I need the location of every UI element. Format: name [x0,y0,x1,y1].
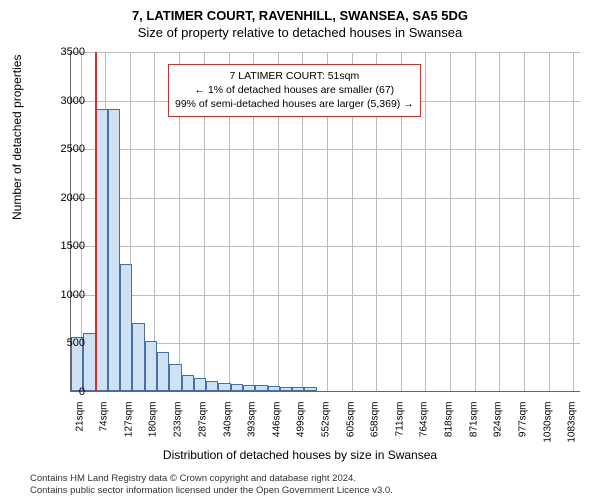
histogram-bar [145,341,157,392]
histogram-bar [194,378,206,391]
x-tick-label: 924sqm [493,402,504,452]
gridline-h [71,295,580,296]
histogram-bar [182,375,194,392]
y-tick-label: 2000 [45,192,85,204]
gridline-h [71,52,580,53]
y-axis-label: Number of detached properties [10,55,24,220]
x-tick-label: 871sqm [468,402,479,452]
histogram-bar [157,352,169,391]
gridline-h [71,149,580,150]
x-tick-label: 977sqm [517,402,528,452]
histogram-bar [206,381,218,391]
x-tick-label: 1030sqm [542,402,553,452]
y-tick-label: 1000 [45,289,85,301]
annotation-box: 7 LATIMER COURT: 51sqm← 1% of detached h… [168,64,421,117]
x-tick-label: 233sqm [173,402,184,452]
annotation-line: ← 1% of detached houses are smaller (67) [175,83,414,97]
gridline-v [549,52,550,391]
y-tick-label: 500 [45,337,85,349]
annotation-line: 99% of semi-detached houses are larger (… [175,97,414,111]
histogram-bar [268,386,280,391]
y-tick-label: 1500 [45,240,85,252]
x-tick-label: 287sqm [198,402,209,452]
histogram-bar [120,264,132,391]
x-tick-label: 446sqm [271,402,282,452]
x-tick-label: 340sqm [222,402,233,452]
histogram-bar [132,323,144,391]
y-tick-label: 2500 [45,143,85,155]
histogram-bar [96,109,108,391]
annotation-line: 7 LATIMER COURT: 51sqm [175,69,414,83]
gridline-v [573,52,574,391]
y-tick-label: 3500 [45,46,85,58]
x-tick-label: 605sqm [345,402,356,452]
gridline-v [475,52,476,391]
histogram-bar [280,387,292,391]
footer-line-1: Contains HM Land Registry data © Crown c… [30,473,590,484]
histogram-bar [292,387,304,391]
gridline-h [71,198,580,199]
gridline-v [499,52,500,391]
gridline-v [450,52,451,391]
x-tick-label: 21sqm [74,402,85,452]
histogram-bar [169,364,181,391]
footer-attribution: Contains HM Land Registry data © Crown c… [30,473,590,496]
histogram-bar [243,385,255,391]
histogram-bar [231,384,243,391]
chart-title-sub: Size of property relative to detached ho… [0,23,600,40]
gridline-v [425,52,426,391]
plot-area-wrap: 7 LATIMER COURT: 51sqm← 1% of detached h… [70,52,580,392]
x-tick-label: 1083sqm [567,402,578,452]
histogram-bar [255,385,267,391]
x-tick-label: 499sqm [296,402,307,452]
x-tick-label: 127sqm [123,402,134,452]
x-tick-label: 818sqm [444,402,455,452]
x-tick-label: 74sqm [99,402,110,452]
x-tick-label: 393sqm [247,402,258,452]
x-tick-label: 658sqm [370,402,381,452]
histogram-bar [108,109,120,391]
histogram-bar [218,383,230,391]
histogram-bar [304,387,316,391]
x-tick-label: 764sqm [419,402,430,452]
y-tick-label: 0 [45,386,85,398]
y-tick-label: 3000 [45,95,85,107]
gridline-v [524,52,525,391]
chart-container: 7, LATIMER COURT, RAVENHILL, SWANSEA, SA… [0,0,600,500]
x-tick-label: 552sqm [320,402,331,452]
gridline-h [71,246,580,247]
x-tick-label: 711sqm [394,402,405,452]
property-marker-line [95,52,97,391]
footer-line-2: Contains public sector information licen… [30,485,590,496]
x-tick-label: 180sqm [148,402,159,452]
chart-title-main: 7, LATIMER COURT, RAVENHILL, SWANSEA, SA… [0,0,600,23]
